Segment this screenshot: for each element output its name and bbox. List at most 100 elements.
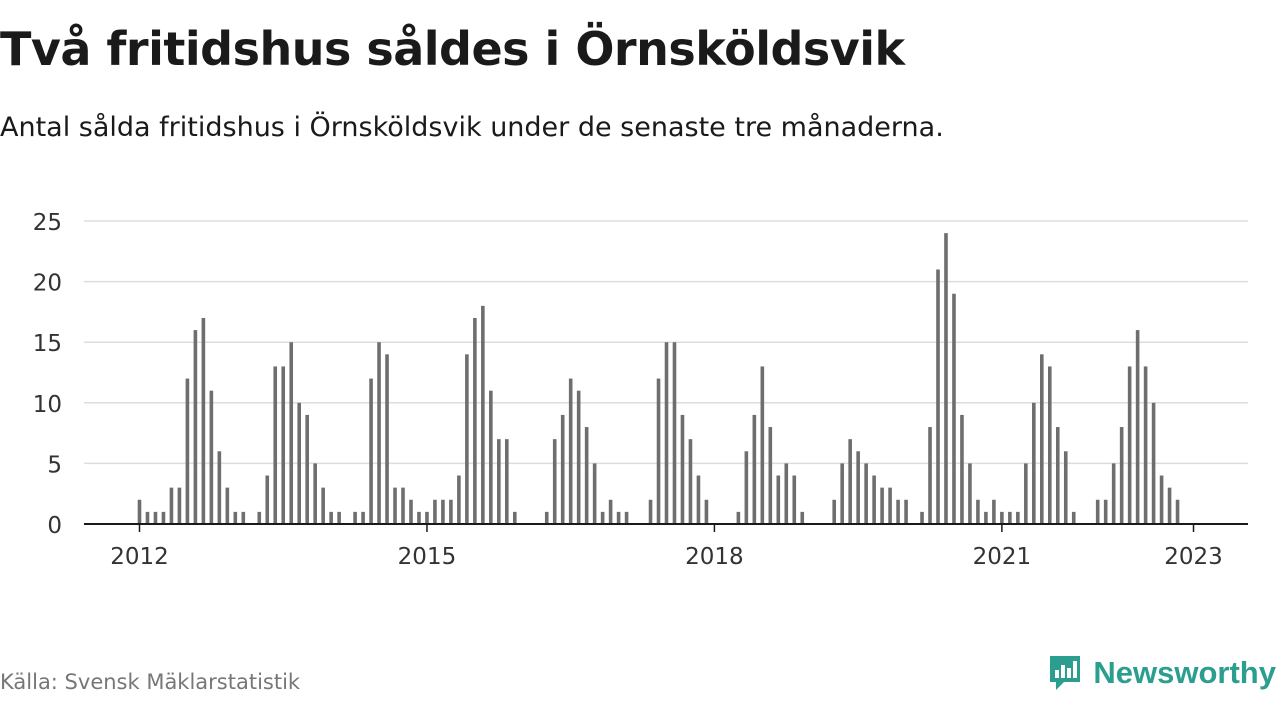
bar [1135,330,1140,524]
bar [401,487,405,524]
y-tick-label: 15 [33,331,62,357]
bar [1127,366,1132,524]
bar [784,463,789,524]
bar [465,354,469,524]
y-tick-label: 20 [33,271,62,297]
bar [1119,427,1124,524]
bar [265,475,270,524]
x-tick-label: 2012 [110,544,169,570]
bar [457,475,461,524]
bar [1151,402,1156,524]
bar [145,511,150,524]
bar [800,511,805,524]
bar [209,390,214,524]
bar [417,511,421,524]
bar [1175,499,1180,524]
data-label: 2 [1186,190,1201,196]
bar [696,475,701,524]
bar [185,378,190,524]
bar [648,499,653,524]
bar [177,487,182,524]
x-tick-label: 2018 [685,544,744,570]
bar [744,451,749,524]
bar [481,305,485,524]
bar [792,475,797,524]
bar [760,366,765,524]
bar [281,366,286,524]
bar [1159,475,1164,524]
bar [193,330,198,524]
bar [952,293,956,524]
bar [473,317,477,524]
bar [560,414,565,524]
bar [337,511,341,524]
bar [297,402,301,524]
bar [1008,511,1012,524]
bar [512,511,517,524]
bar [1024,463,1028,524]
y-tick-label: 25 [33,210,62,236]
bar [616,511,621,524]
bar [544,511,549,524]
bar [928,427,932,524]
bar [856,451,860,524]
bar [161,511,166,524]
bar [1095,499,1100,524]
bar [1143,366,1148,524]
bar [920,511,924,524]
x-tick-label: 2023 [1164,544,1223,570]
bar [960,414,964,524]
bar [153,511,158,524]
bar [1103,499,1108,524]
bar [369,378,373,524]
bar [552,439,557,524]
bar [664,342,669,524]
bar [736,511,741,524]
bar [137,499,142,524]
newsworthy-logo-icon [1050,656,1081,690]
y-tick-label: 10 [33,392,62,418]
bar [984,511,988,524]
bar [313,463,317,524]
bar [936,269,940,524]
bar [832,499,836,524]
bar [888,487,892,524]
bar [568,378,573,524]
bar [768,427,773,524]
bar [880,487,884,524]
bar [600,511,605,524]
bar [656,378,661,524]
chart-subtitle: Antal sålda fritidshus i Örnsköldsvik un… [0,112,944,143]
bar [489,390,493,524]
bar [1071,511,1076,524]
x-tick-label: 2015 [398,544,457,570]
chart-title: Två fritidshus såldes i Örnsköldsvik [0,22,905,76]
bar [329,511,333,524]
bar [449,499,453,524]
bar [608,499,613,524]
bar [872,475,876,524]
bar [1000,511,1004,524]
bar [624,511,629,524]
bar [992,499,996,524]
y-tick-label: 0 [47,513,62,539]
bar [976,499,980,524]
bar [385,354,389,524]
bar [1111,463,1116,524]
bar [1167,487,1172,524]
bar [1055,427,1060,524]
bar [752,414,757,524]
bar [1016,511,1020,524]
source-note: Källa: Svensk Mäklarstatistik [0,670,301,694]
bar [1047,366,1052,524]
bar [361,511,365,524]
bar [433,499,437,524]
brand-logo: Newsworthy [1047,653,1276,693]
bar [704,499,709,524]
bar [688,439,693,524]
bar [776,475,781,524]
bar [680,414,685,524]
bar [425,511,429,524]
bar [257,511,262,524]
bar [409,499,413,524]
